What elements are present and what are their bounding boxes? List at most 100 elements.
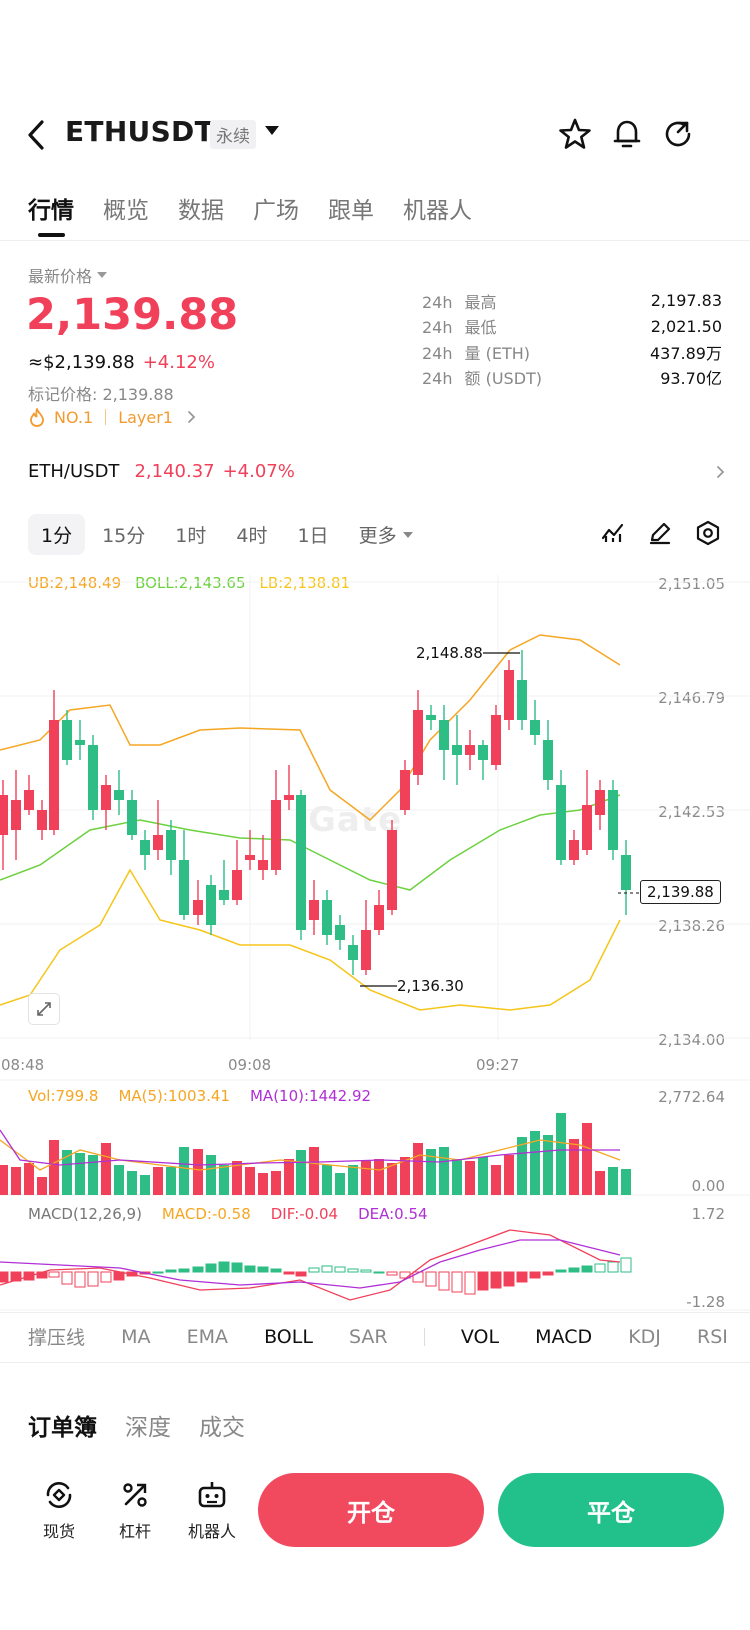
interval-15m[interactable]: 15分 [102,525,146,547]
book-tabs: 订单簿 深度 成交 [28,1408,245,1442]
indicator-tab-ma[interactable]: MA [121,1325,151,1348]
tab-order-book[interactable]: 订单簿 [28,1415,97,1441]
spot-price-row[interactable]: ETH/USDT 2,140.37 +4.07% [28,461,728,482]
indicator-tab-rsi[interactable]: RSI [697,1325,728,1348]
tabs-divider [0,240,750,241]
macd-series [0,1229,632,1301]
candle-body [284,795,294,800]
stat-period: 24h [422,292,453,312]
macd-bar [270,1268,282,1273]
interval-4h[interactable]: 4时 [236,525,268,547]
pair-dropdown-icon[interactable] [265,126,279,135]
volume-bar [127,1171,137,1195]
open-position-button[interactable]: 开仓 [258,1473,484,1547]
volume-bar [426,1149,436,1195]
rank-badge: NO.1 [54,407,94,427]
candle-body [271,800,281,870]
back-arrow-icon[interactable] [22,117,52,153]
tab-data[interactable]: 数据 [178,197,224,224]
macd-bar [477,1271,489,1291]
tab-square[interactable]: 广场 [253,197,299,224]
star-icon[interactable] [558,117,592,151]
macd-name: MACD(12,26,9) [28,1205,142,1223]
boll-mid: BOLL:2,143.65 [135,574,246,592]
price-axis-label: 2,134.00 [658,1031,725,1049]
candle-body [75,740,85,745]
boll-lb: LB:2,138.81 [259,574,351,592]
macd-bar [607,1261,619,1273]
indicator-tab-macd[interactable]: MACD [535,1325,593,1348]
macd-bar [451,1271,463,1293]
macd-bar [244,1265,256,1273]
tab-depth[interactable]: 深度 [125,1415,171,1441]
nav-margin[interactable]: 杠杆 [100,1478,170,1542]
gate-watermark: Gate [308,800,403,840]
macd-axis-bottom: -1.28 [686,1293,725,1311]
indicator-tab-ema[interactable]: EMA [186,1325,228,1348]
volume-bar [11,1167,21,1195]
stat-label: 最高 [464,292,497,312]
pair-title[interactable]: ETHUSDT [65,115,215,148]
rank-row[interactable]: NO.1 Layer1 [28,407,199,427]
boll-upper-line [0,634,621,821]
indicator-tab-vol[interactable]: VOL [460,1325,500,1348]
indicator-tab-sar[interactable]: SAR [349,1325,388,1348]
macd-bar [113,1271,125,1281]
candle-body [127,800,137,835]
volume-bar [232,1161,242,1195]
spot-pair: ETH/USDT [28,461,120,482]
chevron-right-icon [717,465,725,478]
macd-bar [231,1262,243,1273]
flame-icon [30,408,44,427]
indicator-tab-boll[interactable]: BOLL [264,1325,313,1348]
macd-bar [373,1271,385,1274]
macd-bar [10,1271,22,1282]
settings-hexagon-icon[interactable] [695,520,721,546]
volume-bar [504,1155,514,1195]
candle-body [309,900,319,920]
close-position-button[interactable]: 平仓 [498,1473,724,1547]
latest-price-label-row[interactable]: 最新价格 [28,263,108,287]
macd-bar [205,1263,217,1273]
tab-market[interactable]: 行情 [28,191,74,237]
tab-copy-trade[interactable]: 跟单 [328,197,374,224]
vol-axis-bottom: 0.00 [691,1177,725,1195]
refresh-icon[interactable] [662,117,696,151]
macd-bar [412,1271,424,1283]
interval-more[interactable]: 更多 [346,514,426,555]
macd-bar [581,1265,593,1273]
indicator-tab-kdj[interactable]: KDJ [628,1325,661,1348]
candle-body [166,830,176,860]
macd-bar [61,1271,73,1285]
indicator-tab-support[interactable]: 撑压线 [28,1327,86,1349]
candle-body [400,770,410,810]
nav-spot[interactable]: 现货 [24,1478,94,1542]
time-axis-label: 09:27 [476,1056,520,1074]
price-change: +4.12% [142,352,215,373]
candle-body [439,720,449,750]
nav-bot[interactable]: 机器人 [177,1478,247,1542]
interval-1m[interactable]: 1分 [28,514,86,555]
macd-bar [347,1268,359,1273]
fullscreen-button[interactable] [28,993,60,1025]
macd-bar [321,1265,333,1273]
spot-price: 2,140.37 [134,461,215,482]
macd-dea-line [0,1239,621,1289]
candlestick-series [0,650,631,975]
macd-bar [165,1269,177,1273]
low-label: 2,136.30 [397,977,464,995]
draw-pencil-icon[interactable] [647,520,673,546]
volume-bar [335,1173,345,1195]
interval-1h[interactable]: 1时 [175,525,207,547]
bell-icon[interactable] [610,117,644,151]
volume-bar [478,1157,488,1195]
tab-overview[interactable]: 概览 [103,197,149,224]
candle-body [62,720,72,760]
volume-bar [309,1147,319,1195]
price-chart[interactable] [0,555,750,1315]
tab-bot[interactable]: 机器人 [403,197,472,224]
interval-1d[interactable]: 1日 [297,525,329,547]
volume-bar [296,1150,306,1195]
tab-trades[interactable]: 成交 [199,1415,245,1441]
indicator-icon[interactable] [600,520,626,546]
